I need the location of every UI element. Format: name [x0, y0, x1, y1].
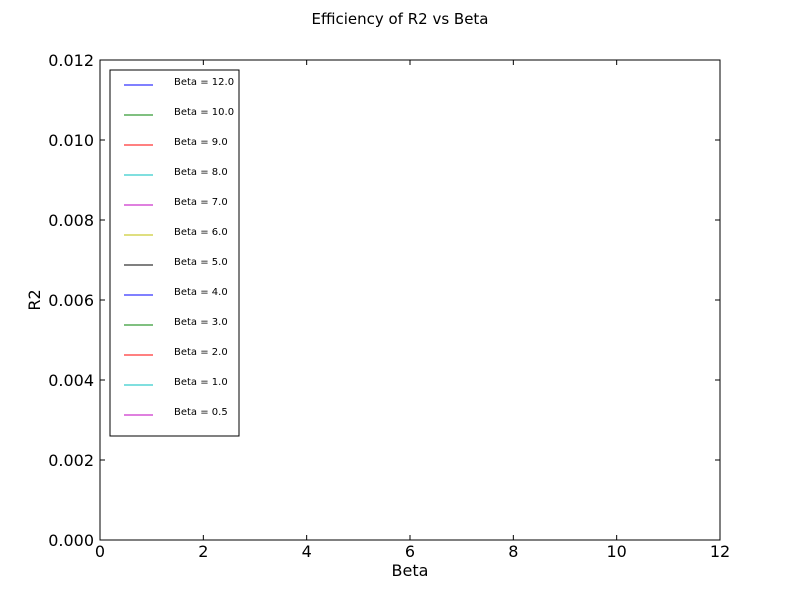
y-axis-label: R2 [25, 289, 44, 310]
y-tick-label: 0.004 [48, 371, 94, 390]
legend-label: Beta = 2.0 [174, 347, 228, 358]
x-axis-label: Beta [392, 561, 429, 580]
legend-label: Beta = 0.5 [174, 407, 228, 418]
legend-item: Beta = 6.0 [124, 227, 228, 238]
legend-label: Beta = 5.0 [174, 257, 228, 268]
legend-item: Beta = 1.0 [124, 377, 228, 388]
x-tick-label: 2 [198, 542, 208, 561]
legend-label: Beta = 7.0 [174, 197, 228, 208]
x-tick-label: 8 [508, 542, 518, 561]
legend-label: Beta = 4.0 [174, 287, 228, 298]
legend-item: Beta = 9.0 [124, 137, 228, 148]
legend-item: Beta = 8.0 [124, 167, 228, 178]
legend-box [109, 69, 240, 437]
legend-label: Beta = 3.0 [174, 317, 228, 328]
y-tick-label: 0.006 [48, 291, 94, 310]
legend-item: Beta = 10.0 [124, 107, 234, 118]
x-axis: 0 2 4 6 8 10 12 [95, 60, 730, 561]
y-axis: 0.000 0.002 0.004 0.006 0.008 0.010 0.012 [48, 51, 720, 550]
chart-title: Efficiency of R2 vs Beta [311, 10, 488, 28]
legend-item: Beta = 3.0 [124, 317, 228, 328]
legend-item: Beta = 0.5 [124, 407, 228, 418]
legend-item: Beta = 5.0 [124, 257, 228, 268]
y-tick-label: 0.010 [48, 131, 94, 150]
legend-label: Beta = 10.0 [174, 107, 234, 118]
legend-item: Beta = 2.0 [124, 347, 228, 358]
x-tick-label: 12 [710, 542, 730, 561]
legend-item: Beta = 12.0 [124, 77, 234, 88]
legend: Beta = 12.0 Beta = 10.0 Beta = 9.0 Beta = 8… [109, 69, 240, 437]
x-tick-label: 6 [405, 542, 415, 561]
y-tick-label: 0.000 [48, 531, 94, 550]
y-tick-label: 0.012 [48, 51, 94, 70]
legend-label: Beta = 1.0 [174, 377, 228, 388]
legend-label: Beta = 12.0 [174, 77, 234, 88]
y-tick-label: 0.002 [48, 451, 94, 470]
x-tick-label: 10 [606, 542, 626, 561]
legend-label: Beta = 8.0 [174, 167, 228, 178]
legend-item: Beta = 7.0 [124, 197, 228, 208]
legend-item: Beta = 4.0 [124, 287, 228, 298]
legend-label: Beta = 6.0 [174, 227, 228, 238]
legend-label: Beta = 9.0 [174, 137, 228, 148]
x-tick-label: 4 [302, 542, 312, 561]
x-tick-label: 0 [95, 542, 105, 561]
y-tick-label: 0.008 [48, 211, 94, 230]
